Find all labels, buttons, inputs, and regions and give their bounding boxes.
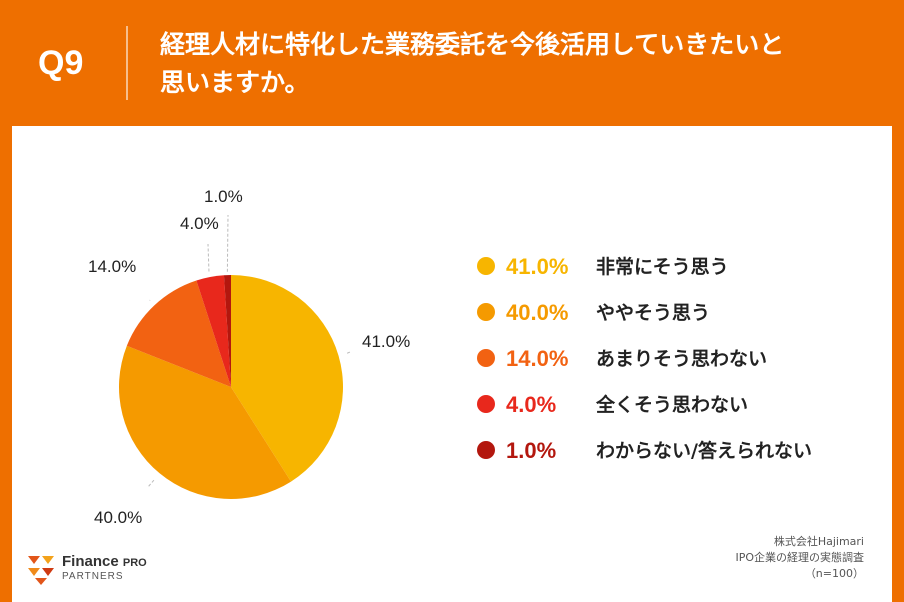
- pie-slice: [223, 275, 231, 387]
- logo-mark-icon: [28, 556, 54, 585]
- legend-swatch: [477, 257, 495, 275]
- data-label: 4.0%: [180, 214, 219, 233]
- source-survey: IPO企業の経理の実態調査: [735, 551, 864, 564]
- leader-line: [207, 243, 210, 272]
- header-divider: [126, 26, 128, 100]
- legend-percent: 1.0%: [506, 438, 556, 463]
- legend-percent: 41.0%: [506, 254, 568, 279]
- legend-percent: 14.0%: [506, 346, 568, 371]
- legend-label: ややそう思う: [596, 302, 710, 324]
- source-company: 株式会社Hajimari: [773, 535, 864, 548]
- data-label: 41.0%: [362, 332, 410, 351]
- pie-slice: [119, 345, 292, 500]
- legend-label: 全くそう思わない: [595, 393, 748, 416]
- legend-swatch: [477, 349, 495, 367]
- legend-percent: 4.0%: [506, 392, 556, 417]
- data-label: 1.0%: [204, 187, 243, 206]
- legend-percent: 40.0%: [506, 300, 568, 325]
- pie-slice: [126, 280, 231, 387]
- legend-label: わからない/答えられない: [596, 439, 812, 462]
- legend-swatch: [477, 395, 495, 413]
- leader-line: [346, 351, 351, 354]
- legend-label: 非常にそう思う: [596, 255, 729, 278]
- legend-swatch: [477, 441, 495, 459]
- leader-line: [226, 214, 229, 272]
- logo-subtitle: PARTNERS: [62, 571, 124, 582]
- source-sample-size: （n=100）: [804, 567, 864, 580]
- question-number: Q9: [38, 44, 84, 82]
- logo-name: Finance PRO: [62, 553, 147, 570]
- pie-slice: [231, 275, 344, 482]
- question-title-line-1: 経理人材に特化した業務委託を今後活用していきたいと: [160, 30, 785, 59]
- leader-line: [147, 479, 155, 488]
- data-label: 14.0%: [88, 257, 136, 276]
- logo-name-main: Finance: [62, 553, 119, 570]
- question-title: 経理人材に特化した業務委託を今後活用していきたいと 思いますか。: [160, 26, 880, 102]
- question-title-line-2: 思いますか。: [160, 68, 310, 97]
- finance-pro-partners-logo: Finance PRO PARTNERS: [24, 550, 174, 590]
- legend-swatch: [477, 303, 495, 321]
- logo-name-pro: PRO: [122, 557, 147, 569]
- header: Q9 経理人材に特化した業務委託を今後活用していきたいと 思いますか。: [0, 0, 904, 126]
- legend-label: あまりそう思わない: [596, 348, 767, 370]
- pie-slice: [196, 275, 231, 387]
- data-label: 40.0%: [94, 508, 142, 527]
